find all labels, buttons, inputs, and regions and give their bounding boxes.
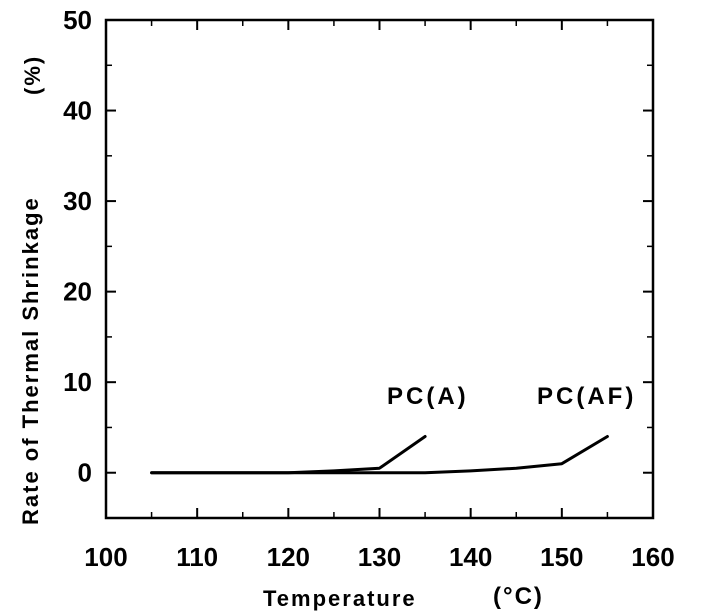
x-axis-title: Temperature [263, 586, 417, 611]
x-tick-label-120: 120 [267, 542, 310, 572]
series-label-pc-a: PC(A) [387, 383, 469, 410]
x-tick-label-140: 140 [449, 542, 492, 572]
x-tick-label-110: 110 [176, 542, 218, 572]
x-tick-label-150: 150 [540, 542, 583, 572]
tick-marks [105, 19, 654, 518]
series-line-pc-a [150, 435, 427, 475]
y-tick-label-50: 50 [63, 5, 92, 35]
series-line-pc-af [150, 435, 609, 475]
x-axis-unit: (°C) [493, 583, 544, 610]
series-lines [150, 435, 609, 475]
y-tick-label-40: 40 [63, 96, 92, 126]
y-axis-unit: (%) [20, 55, 45, 95]
plot-frame [104, 18, 655, 520]
y-tick-label-0: 0 [78, 458, 92, 488]
y-tick-label-30: 30 [63, 186, 92, 216]
series-label-pc-af: PC(AF) [537, 383, 636, 410]
x-tick-label-160: 160 [631, 542, 674, 572]
y-axis-title: Rate of Thermal Shrinkage [18, 196, 43, 525]
y-tick-labels: 0 10 20 30 40 50 [63, 5, 92, 488]
y-tick-label-20: 20 [63, 277, 92, 307]
x-tick-label-130: 130 [358, 542, 401, 572]
x-tick-label-100: 100 [84, 542, 127, 572]
x-tick-labels: 100 110 120 130 140 150 160 [84, 542, 674, 572]
y-tick-label-10: 10 [63, 367, 92, 397]
